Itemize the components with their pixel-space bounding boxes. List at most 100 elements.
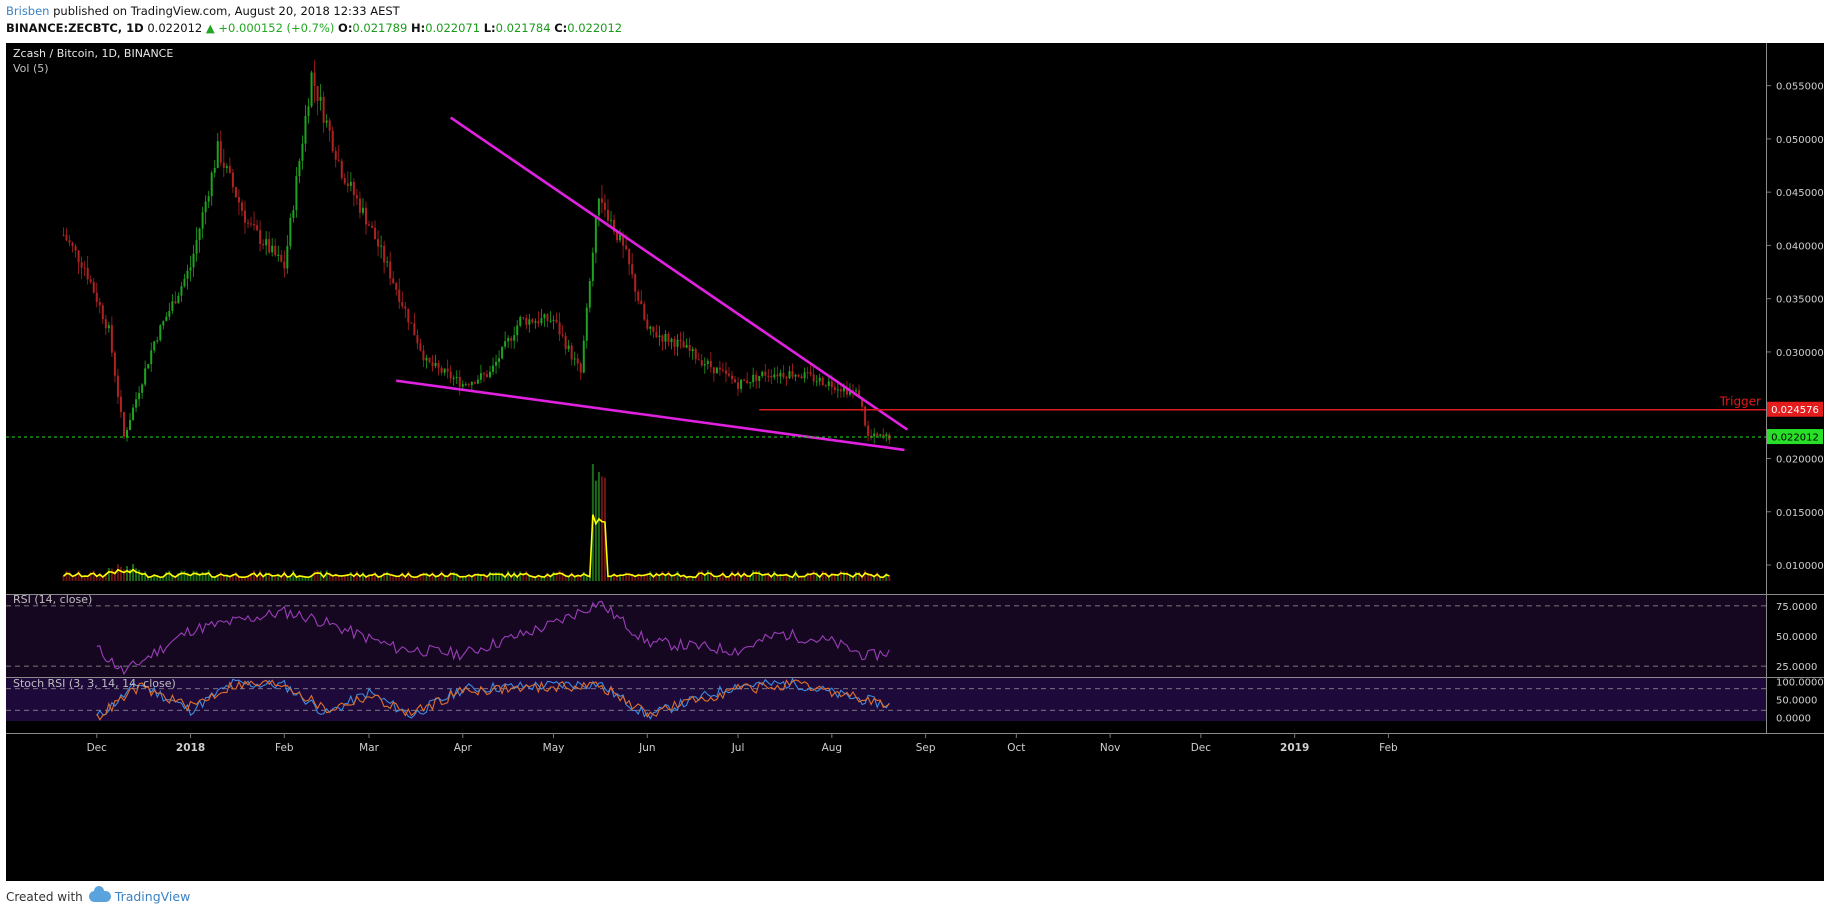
- volume-bar: [80, 576, 83, 581]
- candle-body: [697, 359, 700, 361]
- volume-bar: [455, 573, 458, 581]
- candle-body: [74, 246, 77, 251]
- candle-body: [513, 335, 516, 341]
- volume-bar: [818, 577, 821, 581]
- volume-bar: [758, 570, 761, 581]
- candle-body: [803, 372, 806, 379]
- rsi-label: RSI (14, close): [13, 593, 92, 606]
- candle-body: [443, 368, 446, 373]
- candle-body: [691, 348, 694, 352]
- volume-bar: [183, 570, 186, 581]
- candle-body: [782, 372, 785, 378]
- candle-body: [603, 202, 606, 210]
- candle-body: [637, 291, 640, 301]
- time-tick-label: Feb: [275, 742, 294, 754]
- chart-svg[interactable]: 0.055000 0.050000 0.045000 0.040000 0.035000…: [6, 43, 1824, 881]
- volume-bar: [540, 576, 543, 581]
- volume-bar: [743, 571, 746, 581]
- volume-bar: [549, 576, 552, 581]
- volume-bar: [401, 572, 404, 581]
- publish-line: Brisben published on TradingView.com, Au…: [6, 4, 400, 18]
- candle-body: [392, 278, 395, 284]
- candle-body: [585, 307, 588, 341]
- volume-bar: [870, 573, 873, 581]
- volume-bar: [398, 576, 401, 581]
- candle-body: [485, 374, 488, 378]
- volume-bar: [292, 570, 295, 581]
- candle-body: [437, 362, 440, 368]
- candle-body: [724, 370, 727, 374]
- author-link[interactable]: Brisben: [6, 4, 50, 18]
- candle-body: [582, 340, 585, 373]
- volume-bar: [513, 571, 516, 581]
- rsi-tick-label: 25.0000: [1776, 662, 1817, 673]
- candle-body: [579, 363, 582, 373]
- volume-bar: [619, 574, 622, 581]
- candle-body: [546, 314, 549, 321]
- volume-bar: [192, 570, 195, 581]
- volume-bar: [452, 571, 455, 581]
- candle-body: [712, 367, 715, 374]
- candle-body: [349, 181, 352, 186]
- candle-body: [192, 253, 195, 268]
- tradingview-logo[interactable]: TradingView: [88, 886, 190, 904]
- candle-body: [845, 387, 848, 395]
- volume-bar: [331, 575, 334, 581]
- volume-bar: [247, 576, 249, 581]
- candle-body: [243, 210, 246, 223]
- volume-bar: [225, 574, 228, 581]
- trendline: [396, 379, 905, 452]
- candle-body: [588, 281, 591, 308]
- volume-bar: [479, 573, 482, 581]
- volume-bar: [858, 571, 861, 581]
- candle-body: [195, 240, 198, 254]
- candle-body: [101, 305, 104, 320]
- candle-body: [619, 234, 622, 241]
- candle-body: [812, 374, 815, 382]
- volume-bar: [864, 570, 867, 581]
- candle-body: [564, 335, 567, 350]
- candle-body: [776, 374, 779, 377]
- volume-bar: [667, 570, 670, 581]
- volume-bar: [104, 572, 107, 581]
- volume-bar: [485, 577, 488, 581]
- volume-bar: [159, 577, 162, 581]
- volume-bar: [458, 577, 461, 581]
- volume-bar: [101, 577, 104, 581]
- volume-bar: [510, 576, 513, 581]
- candle-body: [864, 406, 867, 426]
- volume-bar: [407, 571, 410, 581]
- candle-body: [168, 310, 171, 317]
- volume-bar: [727, 576, 730, 581]
- stoch-d-line: [96, 679, 890, 721]
- candle-body: [640, 300, 643, 305]
- volume-bar: [597, 471, 600, 581]
- volume-bar: [62, 576, 65, 581]
- volume-bar: [165, 571, 168, 581]
- volume-bar: [700, 570, 703, 581]
- candle-body: [337, 159, 340, 161]
- volume-bar: [386, 571, 389, 581]
- volume-bar: [842, 571, 845, 581]
- candle-body: [198, 228, 201, 241]
- time-tick-label: Nov: [1100, 742, 1121, 754]
- volume-bar: [316, 570, 319, 581]
- candle-body: [283, 261, 286, 269]
- volume-bar: [392, 574, 395, 581]
- volume-bar: [68, 571, 71, 581]
- chart-area[interactable]: 0.055000 0.050000 0.045000 0.040000 0.035000…: [6, 43, 1824, 881]
- volume-bar: [153, 574, 156, 581]
- volume-bar: [664, 574, 667, 581]
- candle-body: [364, 207, 367, 225]
- volume-bar: [582, 571, 585, 581]
- volume-bar: [473, 573, 476, 581]
- volume-bar: [443, 575, 446, 581]
- volume-bar: [83, 575, 86, 581]
- volume-bar: [564, 575, 567, 581]
- volume-bar: [830, 572, 833, 581]
- candle-body: [758, 376, 761, 381]
- volume-bar: [721, 571, 724, 581]
- last-price: 0.022012: [147, 21, 203, 35]
- candle-body: [222, 162, 225, 168]
- volume-bar: [198, 573, 201, 581]
